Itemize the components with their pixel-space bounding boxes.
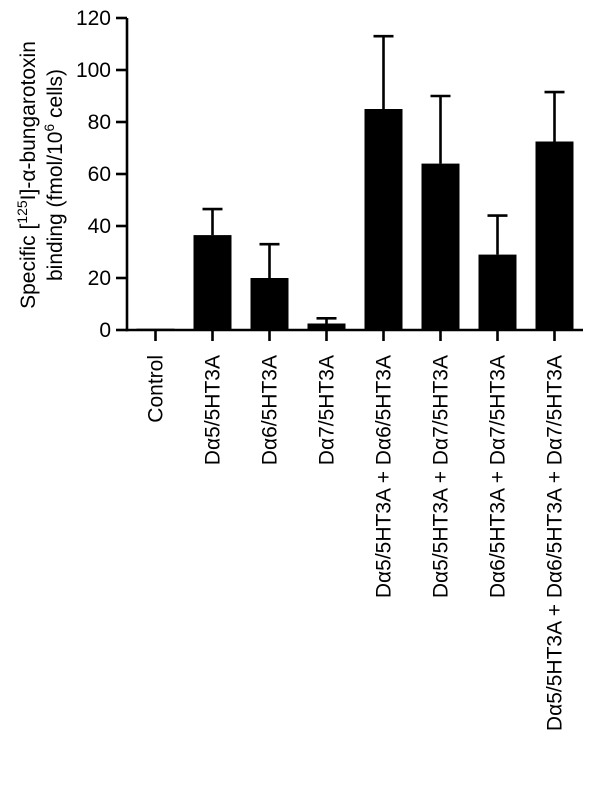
bar-4 [364,109,403,330]
x-category-label-2: Dα6/5HT3A [259,355,282,465]
x-category-label-0: Control [145,355,168,423]
y-tick-label-120: 120 [76,7,111,30]
y-tick-label-100: 100 [76,59,111,82]
x-category-label-4: Dα5/5HT3A + Dα6/5HT3A [373,355,396,598]
bar-2 [250,278,289,330]
bar-1 [193,235,232,330]
y-tick-label-60: 60 [88,163,111,186]
bars-group [136,109,574,331]
x-category-label-3: Dα7/5HT3A [316,355,339,465]
y-tick-label-40: 40 [88,215,111,238]
axes [125,18,583,341]
error-bars-group [202,34,565,324]
y-tick-label-80: 80 [88,111,111,134]
y-axis-ticks: 0 20 40 60 80 100 120 [76,7,127,342]
y-tick-label-0: 0 [99,319,111,342]
x-category-label-7: Dα5/5HT3A + Dα6/5HT3A + Dα7/5HT3A [544,355,567,731]
x-axis-labels: Control Dα5/5HT3A Dα6/5HT3A Dα7/5HT3A Dα5/5H… [145,355,567,731]
y-axis-label-line-2: binding (fmol/106 cells) [41,69,67,281]
bar-7 [535,141,574,330]
x-category-label-5: Dα5/5HT3A + Dα7/5HT3A [430,355,453,598]
x-category-label-6: Dα6/5HT3A + Dα7/5HT3A [487,355,510,598]
y-tick-label-20: 20 [88,267,111,290]
y-axis-label-line-1: Specific [125I]-α-bungarotoxin [14,41,40,309]
bar-6 [478,254,517,330]
x-category-label-1: Dα5/5HT3A [202,355,225,465]
bar-3 [307,323,346,330]
bar-5 [421,163,460,330]
